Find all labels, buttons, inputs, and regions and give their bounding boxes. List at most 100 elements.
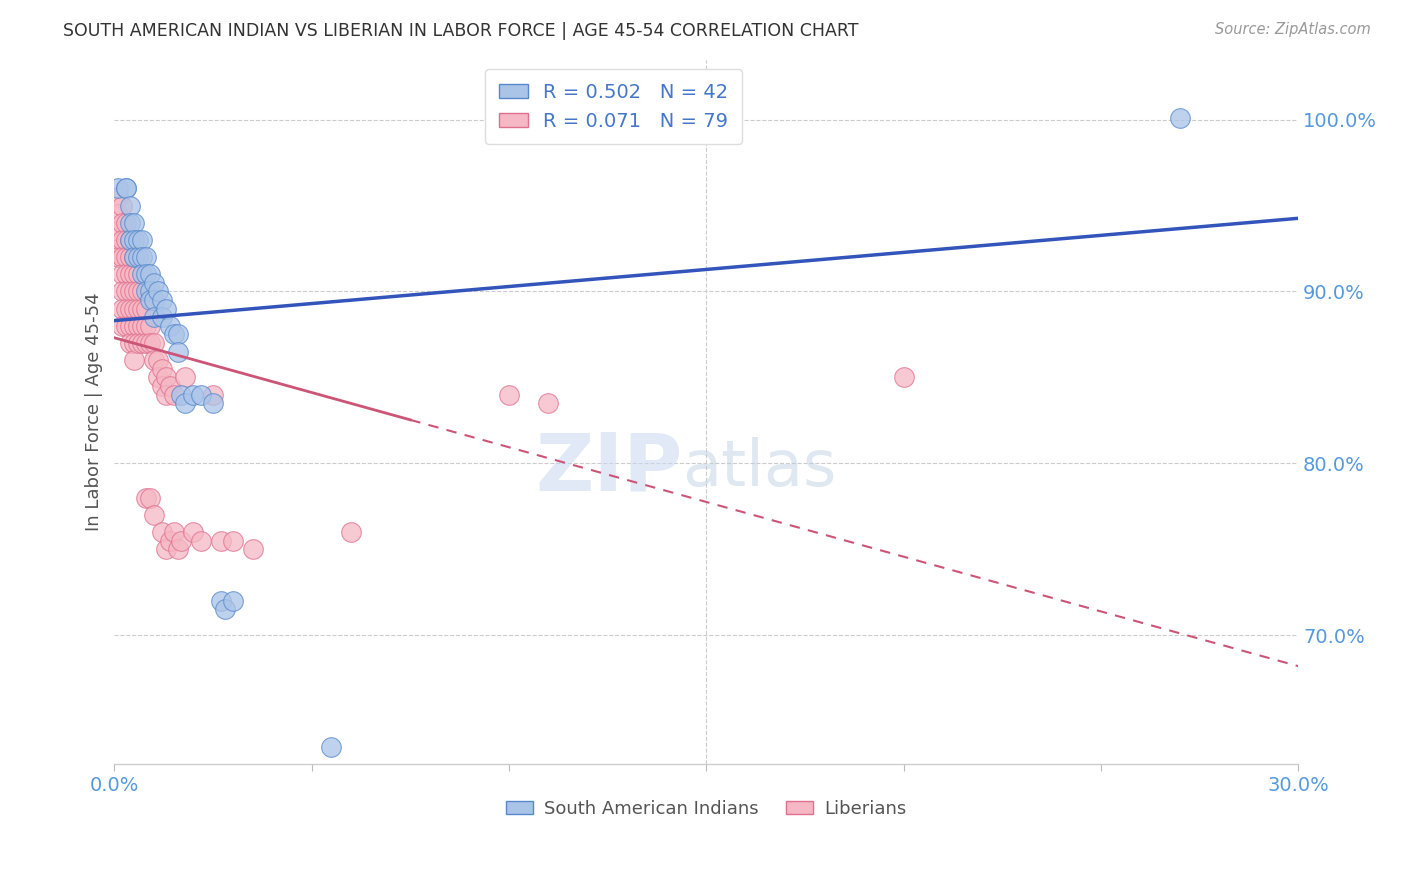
Point (181, 524, 204, 539)
Point (139, 336, 162, 351)
Point (190, 533, 212, 548)
Point (498, 387, 520, 401)
Point (107, 250, 129, 264)
Point (181, 387, 204, 401)
Point (131, 336, 153, 351)
Point (127, 250, 149, 264)
Point (139, 318, 162, 333)
Point (122, 336, 145, 351)
Point (162, 327, 184, 342)
Point (120, 233, 142, 247)
Point (127, 318, 149, 333)
Point (340, 524, 363, 539)
Point (135, 285, 157, 299)
Point (122, 216, 145, 230)
Point (150, 379, 173, 393)
Point (135, 250, 157, 264)
Text: atlas: atlas (682, 437, 837, 499)
Point (131, 285, 153, 299)
Point (170, 533, 193, 548)
Point (131, 250, 153, 264)
Point (159, 318, 181, 333)
Point (120, 198, 142, 212)
Point (111, 198, 134, 212)
Point (142, 508, 165, 522)
Point (111, 268, 134, 282)
Point (120, 233, 142, 247)
Point (162, 524, 184, 539)
Point (122, 250, 145, 264)
Point (155, 370, 177, 384)
Point (120, 336, 142, 351)
Point (202, 387, 225, 401)
Point (150, 293, 173, 307)
Text: ZIP: ZIP (536, 429, 682, 507)
Point (142, 293, 165, 307)
Point (150, 310, 173, 325)
Point (131, 318, 153, 333)
Point (127, 336, 149, 351)
Point (122, 301, 145, 316)
Point (122, 318, 145, 333)
Point (174, 370, 197, 384)
Point (150, 361, 173, 376)
Point (107, 224, 129, 238)
Point (150, 524, 173, 539)
Point (321, 739, 343, 754)
Point (146, 285, 169, 299)
Point (127, 233, 149, 247)
Point (135, 491, 157, 505)
Point (107, 190, 129, 204)
Point (139, 285, 162, 299)
Point (139, 491, 162, 505)
Point (131, 233, 153, 247)
Point (115, 250, 138, 264)
Point (162, 387, 184, 401)
Point (115, 216, 138, 230)
Point (155, 301, 177, 316)
Point (111, 301, 134, 316)
Legend: South American Indians, Liberians: South American Indians, Liberians (499, 793, 914, 825)
Point (170, 387, 193, 401)
Point (142, 276, 165, 290)
Text: Source: ZipAtlas.com: Source: ZipAtlas.com (1215, 22, 1371, 37)
Point (120, 216, 142, 230)
Point (120, 285, 142, 299)
Point (120, 301, 142, 316)
Point (120, 318, 142, 333)
Point (202, 396, 225, 410)
Point (120, 250, 142, 264)
Point (111, 250, 134, 264)
Point (122, 233, 145, 247)
Point (115, 181, 138, 195)
Point (111, 216, 134, 230)
Point (222, 593, 245, 607)
Point (131, 268, 153, 282)
Point (127, 301, 149, 316)
Point (155, 387, 177, 401)
Point (159, 533, 181, 548)
Point (139, 268, 162, 282)
Point (636, 111, 658, 125)
Point (107, 242, 129, 256)
Point (146, 370, 169, 384)
Point (142, 310, 165, 325)
Point (209, 533, 232, 548)
Point (139, 293, 162, 307)
Point (122, 285, 145, 299)
Point (537, 396, 560, 410)
Y-axis label: In Labor Force | Age 45-54: In Labor Force | Age 45-54 (86, 293, 103, 531)
Point (127, 268, 149, 282)
Point (111, 233, 134, 247)
Point (166, 344, 188, 359)
Point (115, 301, 138, 316)
Point (209, 593, 232, 607)
Point (166, 327, 188, 342)
Point (115, 285, 138, 299)
Point (166, 542, 188, 557)
Point (127, 285, 149, 299)
Point (122, 268, 145, 282)
Point (115, 268, 138, 282)
Point (131, 301, 153, 316)
Point (242, 542, 264, 557)
